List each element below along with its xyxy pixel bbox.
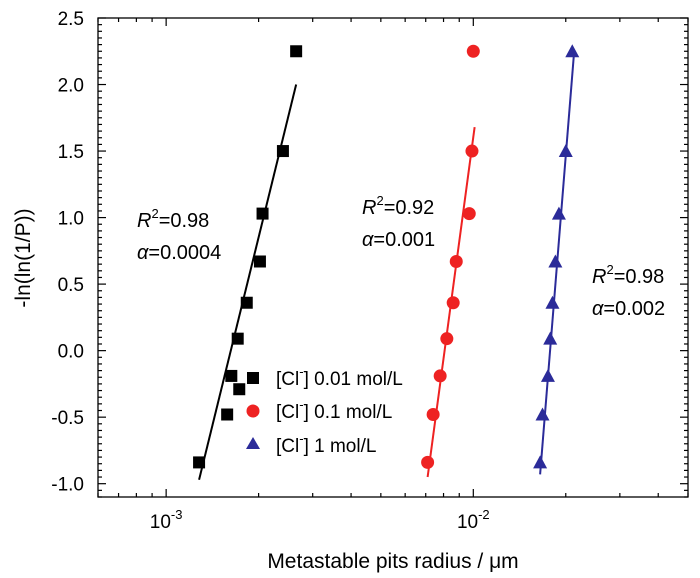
x-axis-title: Metastable pits radius / μm	[267, 550, 518, 573]
y-tick-label: 2.5	[58, 9, 84, 30]
data-point-square	[253, 255, 266, 268]
legend: [Cl-] 0.01 mol/L [Cl-] 0.1 mol/L [Cl-] 1…	[246, 364, 403, 457]
data-point-square	[225, 369, 238, 382]
data-point-triangle	[565, 44, 580, 58]
data-point-triangle	[548, 254, 563, 268]
x-tick-labels: 10-3 10-2	[150, 507, 490, 533]
y-tick-label: 1.0	[58, 209, 84, 230]
annotation-series-2: R2=0.92 α=0.001	[362, 193, 435, 251]
data-point-square	[221, 408, 234, 421]
y-tick-label: 0.0	[58, 342, 84, 363]
data-point-square	[193, 456, 206, 469]
data-point-circle	[421, 455, 435, 469]
data-point-triangle	[543, 331, 558, 345]
r-squared-annotation: R2=0.98	[592, 262, 664, 288]
r-squared-annotation: R2=0.98	[137, 206, 209, 232]
data-point-circle	[446, 296, 460, 310]
data-point-circle	[449, 254, 463, 268]
x-tick-label: 10-3	[150, 507, 183, 533]
r-squared-annotation: R2=0.92	[362, 193, 434, 219]
data-point-triangle	[551, 206, 566, 220]
axis-ticks	[97, 17, 689, 498]
legend-label: [Cl-] 0.01 mol/L	[276, 364, 403, 390]
data-point-square	[276, 145, 289, 158]
data-point-circle	[465, 144, 479, 158]
data-point-triangle	[545, 295, 560, 309]
alpha-annotation: α=0.002	[592, 298, 665, 320]
alpha-annotation: α=0.0004	[137, 242, 221, 264]
y-tick-label: -1.0	[51, 475, 84, 496]
legend-marker-square	[247, 372, 259, 384]
data-point-triangle	[533, 455, 548, 469]
data-point-square	[290, 45, 303, 58]
data-point-square	[231, 332, 244, 345]
legend-label: [Cl-] 0.1 mol/L	[276, 397, 392, 423]
annotation-series-1: R2=0.98 α=0.0004	[137, 206, 221, 264]
data-point-triangle	[558, 144, 573, 158]
annotation-series-3: R2=0.98 α=0.002	[592, 262, 665, 320]
data-point-circle	[466, 44, 480, 58]
data-point-square	[233, 383, 246, 396]
y-tick-label: 2.0	[58, 76, 84, 97]
data-point-circle	[433, 369, 447, 383]
data-point-circle	[462, 207, 476, 221]
y-tick-labels: -1.0 -0.5 0.0 0.5 1.0 1.5 2.0 2.5	[51, 9, 84, 496]
data-point-square	[240, 296, 253, 309]
legend-label: [Cl-] 1 mol/L	[276, 431, 376, 457]
alpha-annotation: α=0.001	[362, 229, 435, 251]
y-axis-title: -ln(ln(1/P))	[12, 208, 35, 307]
y-tick-label: -0.5	[51, 408, 84, 429]
data-markers	[193, 44, 580, 469]
data-point-triangle	[540, 368, 555, 382]
data-point-circle	[426, 408, 440, 422]
data-point-triangle	[535, 407, 550, 421]
legend-marker-triangle	[246, 437, 260, 449]
legend-marker-circle	[246, 404, 260, 418]
y-tick-label: 0.5	[58, 275, 84, 296]
data-point-circle	[440, 332, 454, 346]
data-point-square	[256, 207, 269, 220]
x-tick-label: 10-2	[457, 507, 490, 533]
y-tick-label: 1.5	[58, 142, 84, 163]
